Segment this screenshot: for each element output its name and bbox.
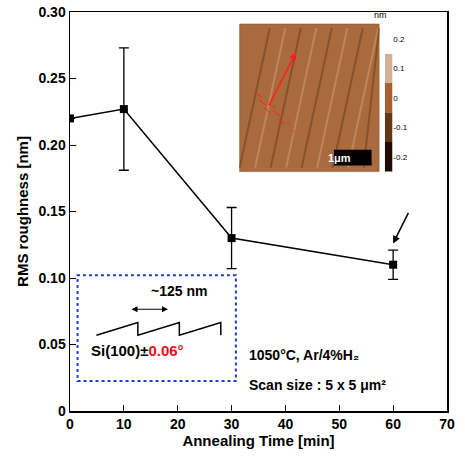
svg-text:0.2: 0.2: [393, 35, 405, 44]
svg-text:0.1: 0.1: [393, 64, 405, 73]
svg-text:0: 0: [66, 416, 74, 432]
svg-text:60: 60: [385, 416, 401, 432]
svg-text:Si(100)±0.06°: Si(100)±0.06°: [91, 342, 184, 359]
svg-text:0.05: 0.05: [38, 336, 65, 352]
svg-text:0: 0: [393, 94, 398, 103]
svg-text:0.10: 0.10: [38, 270, 65, 286]
svg-text:0.20: 0.20: [38, 137, 65, 153]
svg-text:0.15: 0.15: [38, 203, 65, 219]
svg-text:nm: nm: [374, 10, 387, 20]
svg-text:0.25: 0.25: [38, 70, 65, 86]
svg-text:70: 70: [439, 416, 455, 432]
svg-text:30: 30: [224, 416, 240, 432]
svg-text:20: 20: [170, 416, 186, 432]
svg-text:Annealing Time [min]: Annealing Time [min]: [182, 432, 334, 449]
svg-text:1050°C, Ar/4%H₂: 1050°C, Ar/4%H₂: [249, 347, 359, 363]
svg-text:40: 40: [278, 416, 294, 432]
svg-text:~125 nm: ~125 nm: [151, 283, 207, 299]
svg-text:0.30: 0.30: [38, 4, 65, 20]
svg-text:1μm: 1μm: [328, 152, 351, 164]
svg-text:10: 10: [116, 416, 132, 432]
svg-text:-0.1: -0.1: [393, 123, 407, 132]
svg-text:-0.2: -0.2: [393, 153, 407, 162]
svg-text:50: 50: [332, 416, 348, 432]
svg-text:RMS roughness [nm]: RMS roughness [nm]: [14, 136, 31, 287]
svg-text:Scan size : 5 x 5 μm²: Scan size : 5 x 5 μm²: [249, 377, 386, 393]
svg-text:0: 0: [58, 403, 66, 419]
